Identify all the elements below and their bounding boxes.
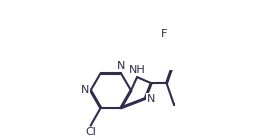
- Text: N: N: [147, 94, 155, 104]
- Text: Cl: Cl: [85, 127, 96, 137]
- Text: N: N: [117, 61, 125, 71]
- Text: N: N: [81, 85, 89, 95]
- Text: F: F: [161, 29, 167, 39]
- Text: NH: NH: [129, 65, 145, 75]
